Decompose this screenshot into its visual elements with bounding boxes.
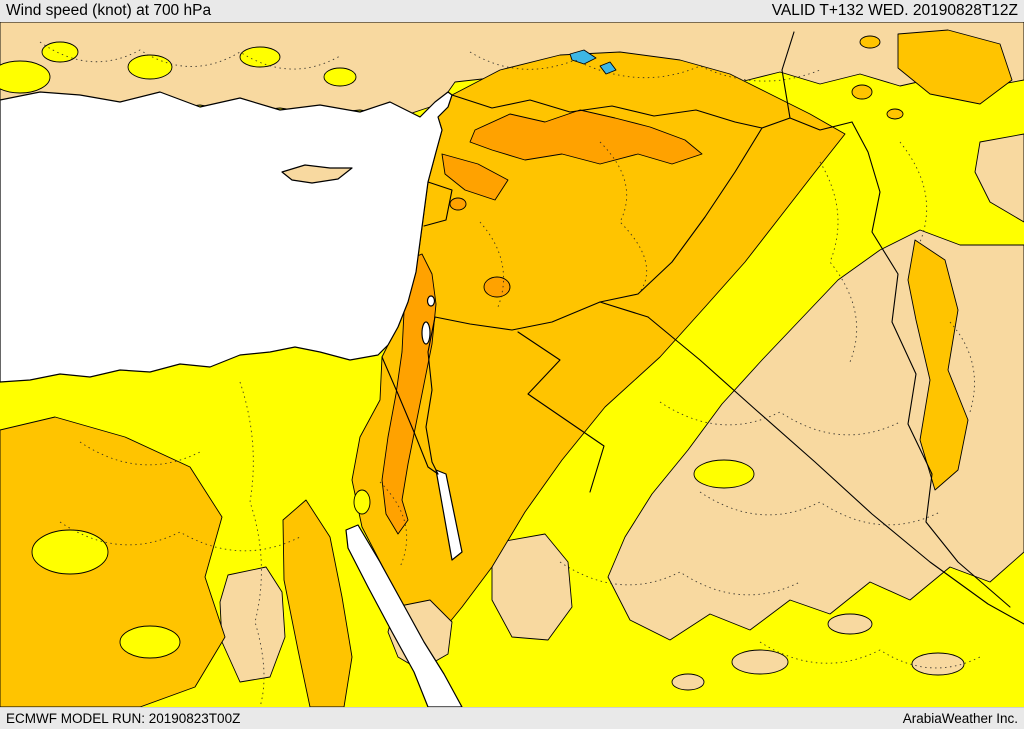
admin-border-dotted bbox=[949, 321, 975, 413]
admin-border-dotted bbox=[469, 51, 821, 82]
jordan-rift-core bbox=[381, 253, 437, 535]
syria-iraq-border bbox=[599, 127, 763, 303]
header-bar: Wind speed (knot) at 700 hPa VALID T+132… bbox=[0, 0, 1024, 22]
nw-saudi-tan-patch bbox=[491, 533, 573, 641]
dead-sea bbox=[421, 321, 431, 345]
iran-iraq-border bbox=[851, 121, 1011, 608]
top-right-orange-patch bbox=[897, 29, 1013, 105]
model-run-label: ECMWF MODEL RUN: 20190823T00Z bbox=[6, 711, 241, 726]
yellow-hole bbox=[119, 625, 181, 659]
north-syria-core-west-lobe bbox=[441, 153, 509, 201]
admin-border-dotted bbox=[559, 561, 801, 596]
cyprus-island bbox=[281, 164, 353, 184]
tan-patch bbox=[671, 673, 705, 691]
admin-border-dotted bbox=[819, 161, 858, 363]
tan-patch bbox=[731, 649, 789, 675]
jordan-iraq-border bbox=[599, 301, 649, 318]
admin-border-dotted bbox=[479, 221, 504, 308]
admin-border-dotted bbox=[699, 491, 941, 526]
tan-patch bbox=[911, 652, 965, 676]
admin-border-dotted bbox=[59, 521, 301, 552]
admin-border-dotted bbox=[79, 441, 201, 466]
tan-patch bbox=[827, 613, 873, 635]
zagros-orange-blob bbox=[907, 239, 969, 491]
saudi-iraq-border bbox=[647, 316, 1024, 625]
deep-orange-contour-layer bbox=[381, 109, 703, 535]
admin-border-dotted bbox=[759, 641, 981, 669]
deep-orange-ring bbox=[449, 197, 467, 211]
turkey-north-borders bbox=[781, 31, 795, 119]
jordan-israel-rift-border bbox=[425, 316, 439, 475]
right-edge-tan-patch bbox=[974, 133, 1024, 223]
admin-border-dotted bbox=[39, 41, 341, 70]
valid-time-label: VALID T+132 WED. 20190828T12Z bbox=[771, 2, 1018, 19]
yellow-patch bbox=[0, 60, 51, 94]
orange-patch bbox=[886, 108, 904, 120]
yellow-patch bbox=[239, 46, 281, 68]
brand-label: ArabiaWeather Inc. bbox=[902, 711, 1018, 726]
lebanon-border bbox=[423, 181, 453, 227]
country-borders-layer bbox=[381, 31, 1024, 625]
yellow-patch bbox=[323, 67, 357, 87]
yellow-patch-layer bbox=[0, 41, 755, 659]
orange-patch bbox=[859, 35, 881, 49]
jordan-saudi-zigzag-border bbox=[517, 331, 605, 493]
egypt-israel-border bbox=[381, 356, 439, 475]
syria-jordan-border bbox=[434, 301, 601, 331]
map-title: Wind speed (knot) at 700 hPa bbox=[6, 2, 212, 19]
egypt-tan-patch bbox=[219, 566, 286, 683]
sea-layer bbox=[0, 91, 463, 707]
yellow-hole bbox=[31, 529, 109, 575]
yellow-hole bbox=[693, 459, 755, 489]
north-syria-core bbox=[469, 109, 703, 165]
map-canvas bbox=[0, 22, 1024, 707]
admin-border-dotted bbox=[379, 481, 408, 568]
turkey-syria-border bbox=[451, 94, 853, 131]
sea-of-galilee bbox=[426, 295, 436, 307]
yellow-ring bbox=[353, 489, 371, 515]
deep-orange-ring bbox=[483, 276, 511, 298]
admin-border-dotted bbox=[659, 401, 901, 436]
gulf-of-suez-red-sea bbox=[345, 524, 463, 707]
wind-map-svg bbox=[0, 22, 1024, 707]
yellow-patch bbox=[41, 41, 79, 63]
admin-borders-layer bbox=[39, 41, 981, 707]
island-layer bbox=[281, 164, 353, 184]
admin-border-dotted bbox=[599, 141, 648, 293]
admin-border-dotted bbox=[899, 141, 928, 243]
red-sea-coast-orange-strip bbox=[282, 499, 353, 707]
gulf-of-aqaba bbox=[435, 469, 463, 561]
yellow-patch bbox=[127, 54, 173, 80]
orange-patch bbox=[851, 84, 873, 100]
footer-bar: ECMWF MODEL RUN: 20190823T00Z ArabiaWeat… bbox=[0, 707, 1024, 729]
mediterranean-sea bbox=[0, 91, 453, 383]
